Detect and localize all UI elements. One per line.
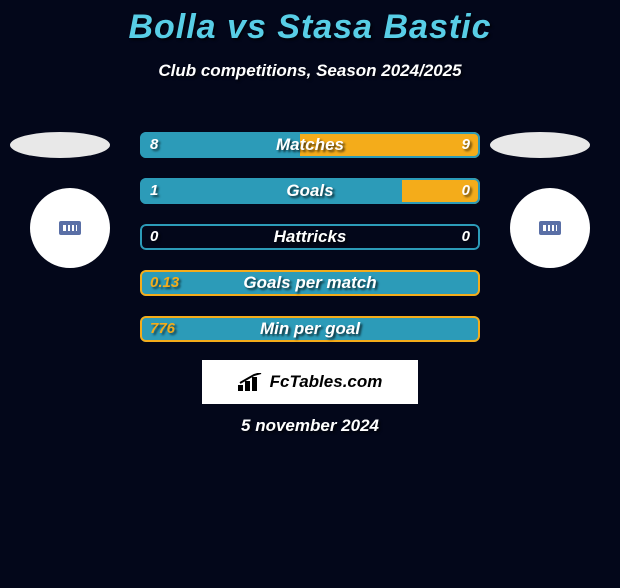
stat-label: Min per goal bbox=[140, 316, 480, 342]
stat-value-right: 9 bbox=[462, 132, 470, 158]
stat-label: Goals per match bbox=[140, 270, 480, 296]
stat-label: Matches bbox=[140, 132, 480, 158]
stat-value-right: 0 bbox=[462, 224, 470, 250]
stat-bars: Matches89Goals10Hattricks00Goals per mat… bbox=[140, 132, 480, 362]
player-left-badge bbox=[30, 188, 110, 268]
stat-value-right: 0 bbox=[462, 178, 470, 204]
stat-value-left: 1 bbox=[150, 178, 158, 204]
stat-row: Goals per match0.13 bbox=[140, 270, 480, 296]
stat-row: Min per goal776 bbox=[140, 316, 480, 342]
stat-label: Goals bbox=[140, 178, 480, 204]
player-left-oval bbox=[10, 132, 110, 158]
placeholder-flag-icon bbox=[59, 221, 81, 235]
stat-row: Goals1 0 bbox=[140, 178, 480, 204]
stat-value-left: 0 bbox=[150, 224, 158, 250]
placeholder-flag-icon bbox=[539, 221, 561, 235]
site-attribution: FcTables.com bbox=[202, 360, 418, 404]
stat-label: Hattricks bbox=[140, 224, 480, 250]
stat-value-left: 0.13 bbox=[150, 270, 179, 296]
stat-row: Matches8 9 bbox=[140, 132, 480, 158]
page-subtitle: Club competitions, Season 2024/2025 bbox=[0, 61, 620, 81]
stat-value-left: 8 bbox=[150, 132, 158, 158]
site-label: FcTables.com bbox=[270, 372, 383, 392]
stat-value-left: 776 bbox=[150, 316, 175, 342]
page-date: 5 november 2024 bbox=[0, 416, 620, 436]
fctables-logo-icon bbox=[238, 373, 264, 391]
player-right-oval bbox=[490, 132, 590, 158]
stat-row: Hattricks0 0 bbox=[140, 224, 480, 250]
player-right-badge bbox=[510, 188, 590, 268]
page-title: Bolla vs Stasa Bastic bbox=[0, 8, 620, 47]
